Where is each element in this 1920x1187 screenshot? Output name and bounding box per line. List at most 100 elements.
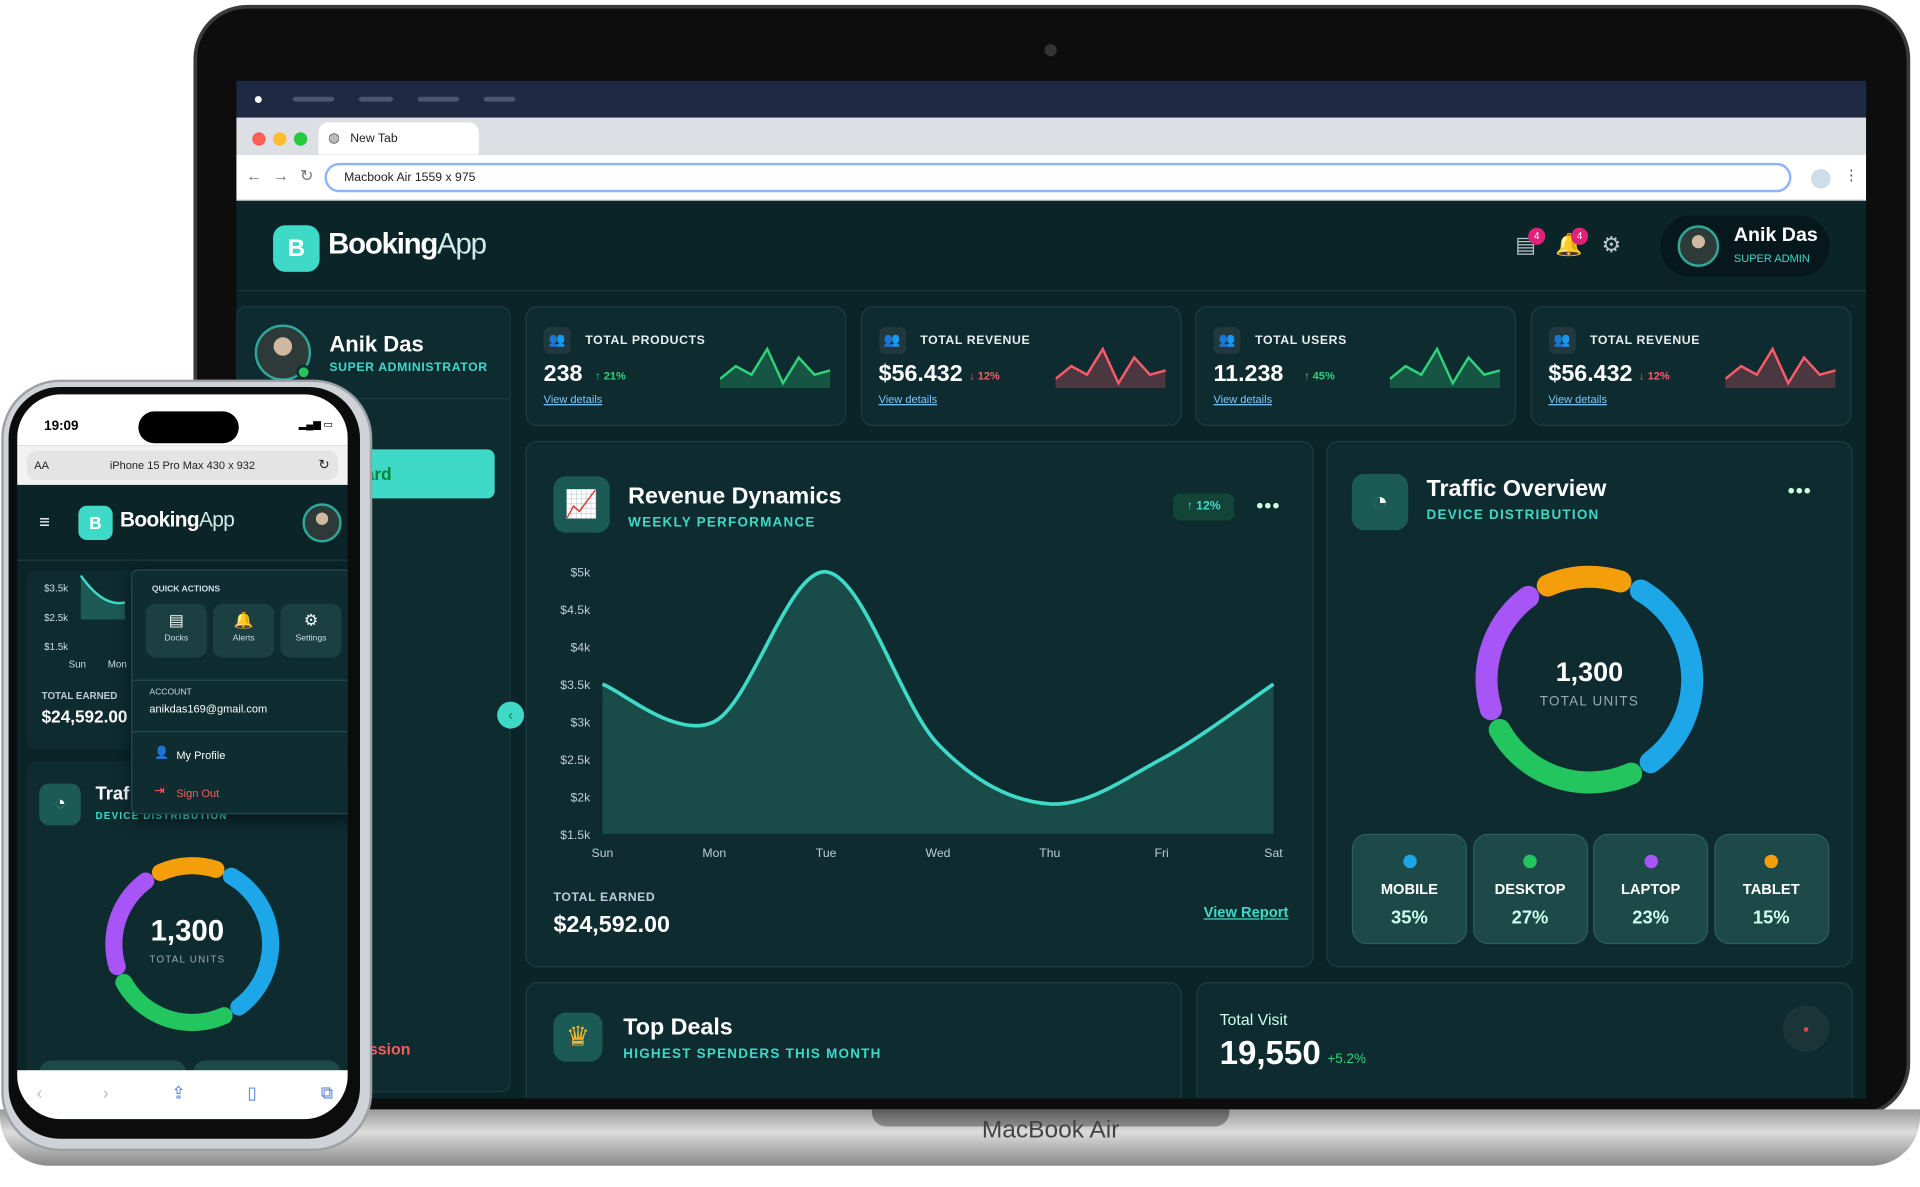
gear-icon[interactable]: ⚙ xyxy=(1601,232,1622,258)
view-details-link[interactable]: View details xyxy=(1548,393,1608,406)
profile-icon[interactable] xyxy=(1811,168,1831,189)
phone-mini-chart xyxy=(79,574,126,620)
stat-title: TOTAL REVENUE xyxy=(1590,334,1701,348)
hamburger-icon[interactable]: ≡ xyxy=(39,511,50,533)
legend-mobile[interactable]: MOBILE 35% xyxy=(1351,833,1467,945)
phone-tick: $2.5k xyxy=(44,612,69,624)
forward-icon[interactable]: › xyxy=(102,1082,109,1103)
revenue-line xyxy=(601,570,1275,806)
phone-address[interactable]: AA iPhone 15 Pro Max 430 x 932 ↻ xyxy=(26,450,338,481)
phone-avatar[interactable] xyxy=(302,503,342,543)
stat-value: $56.432 xyxy=(878,361,963,387)
donut-segment-mobile xyxy=(1475,565,1704,794)
logo-icon[interactable]: B xyxy=(273,225,320,272)
users-icon: 👥 xyxy=(878,326,906,354)
top-deals-card: ♛ Top Deals HIGHEST SPENDERS THIS MONTH xyxy=(525,982,1182,1099)
revenue-more-button[interactable]: ••• xyxy=(1256,495,1281,517)
y-tick-label: $4.5k xyxy=(560,603,591,617)
phone-logo-text[interactable]: BookingApp xyxy=(120,508,235,532)
stat-change: ↓ 12% xyxy=(1638,369,1670,383)
traffic-subtitle: DEVICE DISTRIBUTION xyxy=(1426,508,1600,523)
dynamic-island xyxy=(138,411,239,444)
phone-url-bar: AA iPhone 15 Pro Max 430 x 932 ↻ xyxy=(17,445,348,485)
my-profile-link[interactable]: My Profile xyxy=(176,749,226,762)
tabs-icon[interactable]: ⧉ xyxy=(320,1082,334,1103)
legend-tablet[interactable]: TABLET 15% xyxy=(1713,833,1829,945)
end-session-link[interactable]: ession xyxy=(360,1039,411,1058)
phone-safari-toolbar: ‹ › ⇪ ▯ ⧉ xyxy=(17,1070,348,1120)
traffic-card: ◔ Traffic Overview DEVICE DISTRIBUTION •… xyxy=(1326,440,1853,968)
share-icon[interactable]: ⇪ xyxy=(171,1082,186,1103)
account-label: ACCOUNT xyxy=(149,688,192,697)
donut-segment-laptop xyxy=(1475,565,1704,794)
browser-tab[interactable]: ◍ New Tab xyxy=(318,122,479,155)
phone-device-donut xyxy=(105,857,280,1032)
online-status-icon xyxy=(296,364,312,380)
avatar xyxy=(1677,225,1720,267)
signal-battery-icon: ▂▄▆ ▭ xyxy=(298,418,333,430)
view-details-link[interactable]: View details xyxy=(1213,393,1273,406)
text-size-button[interactable]: AA xyxy=(34,459,49,472)
stat-card: 👥 TOTAL REVENUE $56.432 ↓ 12% View detai… xyxy=(1530,306,1851,427)
legend-laptop[interactable]: LAPTOP 23% xyxy=(1593,833,1709,945)
user-icon: 👤 xyxy=(154,746,170,761)
address-bar[interactable]: Macbook Air 1559 x 975 xyxy=(324,162,1792,193)
settings-button[interactable]: ⚙ Settings xyxy=(280,603,342,658)
legend-dot xyxy=(1402,854,1417,869)
pie-chart-icon: ◔ xyxy=(1351,473,1409,531)
phone-traffic-card: ◔ Traf DEVICE DISTRIBUTION 1,300 TOTAL U… xyxy=(26,761,348,1120)
close-window-button[interactable] xyxy=(252,132,266,146)
kebab-menu-icon[interactable]: ⋮ xyxy=(1844,166,1859,184)
y-tick-label: $3k xyxy=(570,715,591,729)
x-tick-label: Sun xyxy=(592,846,614,860)
laptop-label: MacBook Air xyxy=(981,1116,1120,1144)
view-report-link[interactable]: View Report xyxy=(1203,903,1289,921)
back-icon[interactable]: ← xyxy=(246,166,263,185)
collapse-sidebar-button[interactable]: ‹ xyxy=(497,701,525,729)
minimize-window-button[interactable] xyxy=(273,132,287,146)
stat-change: ↑ 21% xyxy=(595,369,626,383)
visit-record-icon[interactable]: ● xyxy=(1782,1005,1830,1052)
user-menu[interactable]: Anik Das SUPER ADMIN xyxy=(1660,215,1830,277)
phone-screen: 19:09 ▂▄▆ ▭ AA iPhone 15 Pro Max 430 x 9… xyxy=(17,394,348,1120)
forward-icon[interactable]: → xyxy=(273,166,289,185)
phone-tick: $3.5k xyxy=(44,582,69,594)
stat-title: TOTAL REVENUE xyxy=(920,334,1031,348)
sign-out-link[interactable]: Sign Out xyxy=(176,787,220,800)
sidebar-item-dashboard[interactable]: ard xyxy=(364,449,495,499)
view-details-link[interactable]: View details xyxy=(878,393,938,406)
docks-label: Docks xyxy=(164,634,189,643)
reload-icon[interactable]: ↻ xyxy=(318,457,330,473)
maximize-window-button[interactable] xyxy=(293,132,308,146)
y-tick-label: $3.5k xyxy=(560,678,591,692)
revenue-subtitle: WEEKLY PERFORMANCE xyxy=(628,515,816,531)
view-details-link[interactable]: View details xyxy=(543,393,603,406)
total-visit-label: Total Visit xyxy=(1219,1010,1288,1029)
docks-button[interactable]: ▤ Docks xyxy=(145,603,207,658)
back-icon[interactable]: ‹ xyxy=(36,1082,43,1103)
legend-desktop[interactable]: DESKTOP 27% xyxy=(1472,833,1588,945)
total-visit-change: +5.2% xyxy=(1327,1051,1366,1067)
apple-icon[interactable]: ● xyxy=(253,89,264,108)
phone-earned-label: TOTAL EARNED xyxy=(41,690,118,702)
traffic-more-button[interactable]: ••• xyxy=(1787,481,1813,503)
y-tick-label: $5k xyxy=(570,566,591,580)
mac-menubar: ● xyxy=(236,80,1867,118)
bookmarks-icon[interactable]: ▯ xyxy=(247,1082,257,1103)
alerts-button[interactable]: 🔔 Alerts xyxy=(213,603,275,658)
quick-actions-label: QUICK ACTIONS xyxy=(151,585,221,594)
crown-icon: ♛ xyxy=(553,1012,603,1062)
users-icon: 👥 xyxy=(1213,326,1241,354)
phone-tick: $1.5k xyxy=(44,641,69,653)
legend-dot xyxy=(1643,854,1658,869)
legend-percent: 35% xyxy=(1391,907,1428,929)
top-bar: B BookingApp ▤ 4 🔔 4 ⚙ Anik Das SUPER AD… xyxy=(236,201,1867,292)
stat-value: 238 xyxy=(543,361,583,387)
legend-name: TABLET xyxy=(1742,880,1800,898)
gear-icon: ⚙ xyxy=(303,611,319,630)
logo-text[interactable]: BookingApp xyxy=(328,227,487,261)
stat-change: ↓ 12% xyxy=(969,369,1000,383)
reload-icon[interactable]: ↻ xyxy=(300,166,314,185)
phone-logo-icon[interactable]: B xyxy=(78,505,113,541)
sparkline xyxy=(1724,346,1835,389)
